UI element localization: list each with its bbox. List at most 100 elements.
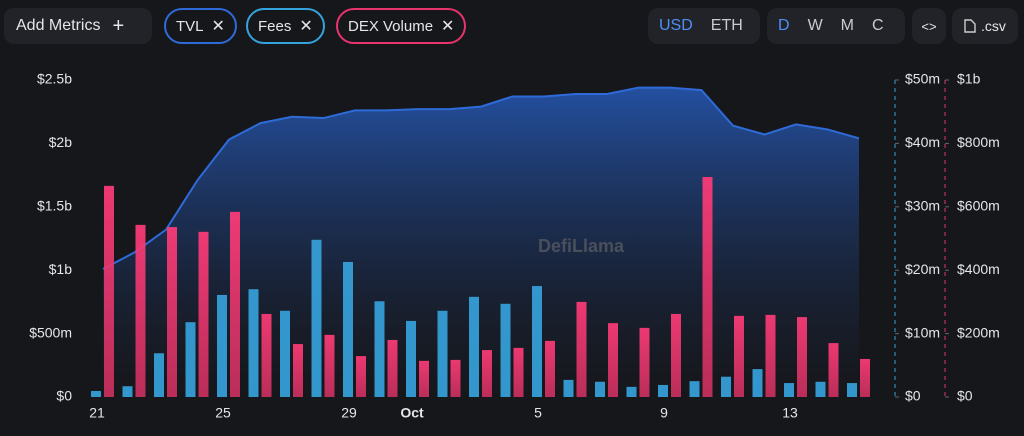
bar bbox=[356, 356, 366, 397]
y2-tick-label: $10m bbox=[905, 324, 940, 340]
y-tick-label: $500m bbox=[29, 324, 72, 340]
bar bbox=[658, 384, 668, 397]
file-icon bbox=[964, 19, 976, 33]
bar bbox=[324, 334, 335, 397]
plus-icon: + bbox=[112, 14, 125, 37]
add-metrics-label: Add Metrics bbox=[16, 17, 101, 34]
bar bbox=[815, 381, 826, 397]
y-tick-label: $2b bbox=[49, 134, 73, 150]
bar bbox=[343, 261, 353, 397]
bar bbox=[311, 239, 322, 397]
bar bbox=[532, 286, 542, 397]
bar bbox=[185, 322, 196, 397]
embed-button[interactable]: <> bbox=[912, 8, 946, 44]
bar bbox=[689, 381, 700, 397]
bar bbox=[847, 383, 857, 397]
y2-tick-label: $50m bbox=[905, 71, 940, 87]
bar bbox=[595, 381, 605, 397]
bar bbox=[469, 296, 479, 397]
bar bbox=[198, 231, 209, 397]
bar bbox=[671, 313, 681, 397]
bar bbox=[450, 359, 461, 397]
currency-option[interactable]: USD bbox=[659, 17, 693, 34]
period-option[interactable]: D bbox=[778, 17, 790, 34]
currency-toggle: USD ETH bbox=[648, 8, 760, 44]
bar bbox=[261, 313, 272, 397]
bar bbox=[626, 386, 637, 397]
add-metrics-button[interactable]: Add Metrics + bbox=[4, 8, 152, 44]
bar bbox=[135, 224, 146, 397]
y3-tick-label: $400m bbox=[957, 261, 1000, 277]
bar bbox=[293, 344, 303, 397]
x-tick-label: Oct bbox=[400, 405, 424, 421]
x-tick-label: 29 bbox=[341, 405, 357, 421]
bar bbox=[91, 390, 101, 397]
legend-chip[interactable]: Fees ✕ bbox=[246, 8, 325, 44]
csv-button[interactable]: .csv bbox=[952, 8, 1018, 44]
bar bbox=[797, 317, 807, 397]
currency-option[interactable]: ETH bbox=[710, 17, 743, 34]
bar bbox=[387, 339, 398, 397]
bar bbox=[248, 289, 259, 397]
remove-icon[interactable]: ✕ bbox=[211, 18, 225, 35]
bar bbox=[482, 350, 492, 397]
remove-icon[interactable]: ✕ bbox=[299, 18, 313, 35]
x-tick-label: 13 bbox=[782, 405, 798, 421]
bar bbox=[500, 303, 511, 397]
x-tick-label: 5 bbox=[534, 405, 542, 421]
x-tick-label: 25 bbox=[215, 405, 231, 421]
bar bbox=[406, 320, 416, 397]
y-tick-label: $1b bbox=[49, 261, 73, 277]
legend-chip[interactable]: TVL ✕ bbox=[164, 8, 237, 44]
y-tick-label: $0 bbox=[56, 388, 72, 404]
period-toggle: D W M C bbox=[767, 8, 905, 44]
period-option[interactable]: W bbox=[807, 17, 823, 34]
period-option[interactable]: M bbox=[840, 17, 854, 34]
y3-tick-label: $0 bbox=[957, 388, 973, 404]
y-tick-label: $1.5b bbox=[37, 198, 72, 214]
bar bbox=[104, 185, 114, 397]
y3-tick-label: $200m bbox=[957, 324, 1000, 340]
bar bbox=[154, 353, 164, 397]
y3-tick-label: $800m bbox=[957, 134, 1000, 150]
y2-tick-label: $20m bbox=[905, 261, 940, 277]
bar bbox=[167, 227, 177, 397]
bar bbox=[860, 358, 870, 397]
legend-label: DEX Volume bbox=[348, 17, 434, 35]
bar bbox=[513, 347, 524, 397]
bar bbox=[437, 310, 448, 397]
bar bbox=[280, 310, 290, 397]
bar bbox=[702, 177, 713, 397]
y3-tick-label: $1b bbox=[957, 71, 981, 87]
legend-label: Fees bbox=[258, 17, 292, 35]
remove-icon[interactable]: ✕ bbox=[441, 18, 455, 35]
period-option[interactable]: C bbox=[872, 17, 884, 34]
legend-chip[interactable]: DEX Volume ✕ bbox=[336, 8, 467, 44]
y2-tick-label: $30m bbox=[905, 198, 940, 214]
x-tick-label: 21 bbox=[89, 405, 105, 421]
bar bbox=[721, 376, 731, 397]
x-tick-label: 9 bbox=[660, 405, 668, 421]
line bbox=[102, 86, 860, 270]
legend-label: TVL bbox=[176, 17, 204, 35]
bar bbox=[563, 379, 574, 397]
bar bbox=[230, 211, 240, 397]
y2-tick-label: $40m bbox=[905, 134, 940, 150]
bar bbox=[545, 340, 555, 397]
bar bbox=[828, 343, 839, 397]
bar bbox=[752, 369, 763, 397]
bar bbox=[765, 314, 776, 397]
bar bbox=[122, 386, 133, 397]
area bbox=[103, 87, 859, 397]
y-tick-label: $2.5b bbox=[37, 71, 72, 87]
bar bbox=[784, 383, 794, 397]
y2-tick-label: $0 bbox=[905, 388, 921, 404]
bar bbox=[217, 294, 227, 397]
bar bbox=[576, 301, 587, 397]
y3-tick-label: $600m bbox=[957, 198, 1000, 214]
bar bbox=[374, 301, 385, 397]
bar bbox=[639, 327, 650, 397]
csv-label: .csv bbox=[981, 18, 1006, 34]
